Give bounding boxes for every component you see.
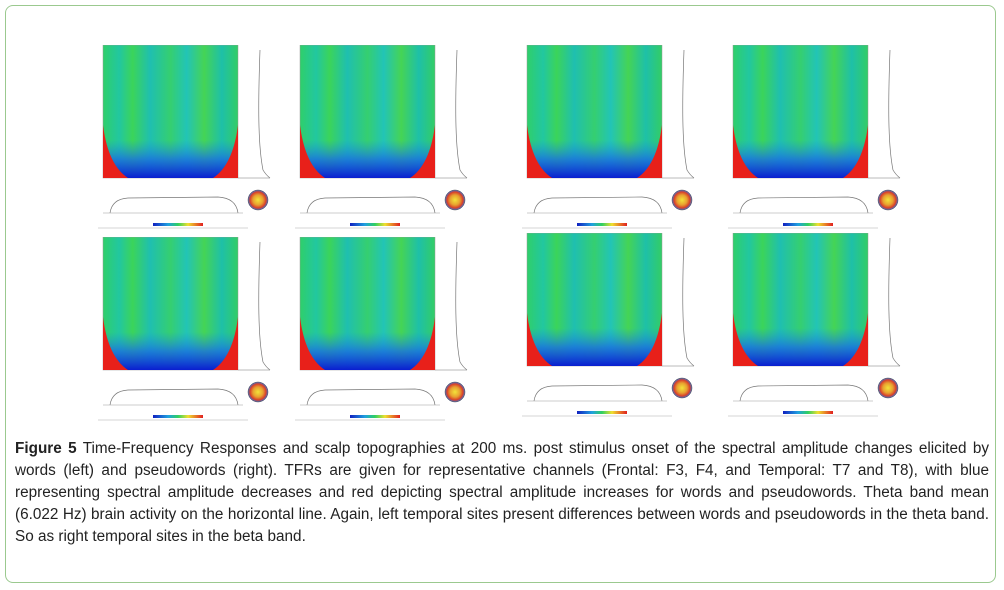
figure-image: [0, 0, 1004, 430]
tfr-panel: [98, 237, 270, 420]
tfr-panel: [295, 237, 467, 420]
figure-frame: [5, 5, 996, 583]
tfr-panel: [522, 45, 694, 228]
tfr-panel: [728, 233, 900, 416]
tfr-panel: [728, 45, 900, 228]
figure-caption: Figure 5 Time-Frequency Responses and sc…: [15, 438, 989, 548]
caption-text: Time-Frequency Responses and scalp topog…: [15, 440, 990, 545]
tfr-panel: [295, 45, 467, 228]
tfr-panel: [98, 45, 270, 228]
tfr-panel: [522, 233, 694, 416]
caption-label: Figure 5: [15, 440, 77, 457]
